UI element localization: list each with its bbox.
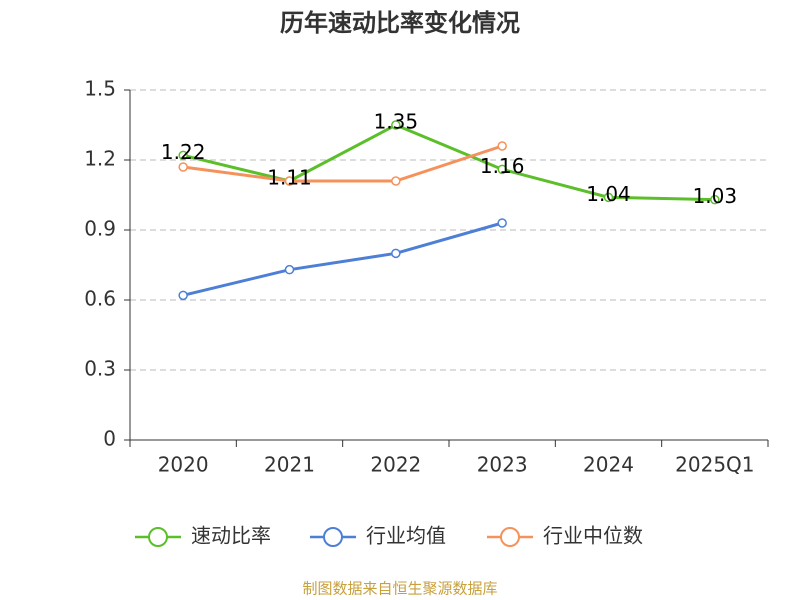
- point: [178, 150, 188, 161]
- point: [497, 141, 507, 151]
- y-tick-label: 0.3: [84, 357, 116, 381]
- x-tick-label: 2020: [158, 453, 209, 477]
- point: [710, 194, 720, 205]
- point: [178, 162, 188, 172]
- y-tick-label: 0: [103, 427, 116, 451]
- data-label: 1.04: [586, 182, 631, 206]
- point: [391, 120, 401, 130]
- legend-label: 行业均值: [366, 524, 446, 548]
- source: 制图数据来自恒生聚源数据库: [302, 580, 497, 598]
- data-label: 1.16: [480, 154, 525, 178]
- x-tick-label: 2024: [583, 453, 634, 477]
- data-label: 1.03: [693, 184, 738, 208]
- y-tick-label: 1.5: [84, 77, 116, 101]
- legend-label: 行业中位数: [543, 524, 643, 548]
- point: [178, 290, 188, 301]
- legend-marker: [500, 527, 520, 547]
- x-tick-label: 2023: [477, 453, 528, 477]
- legend-marker: [323, 527, 343, 547]
- point: [284, 264, 295, 275]
- data-label: 1.22: [161, 140, 206, 164]
- y-tick-label: 0.9: [84, 217, 116, 241]
- x-tick-label: 2022: [370, 453, 421, 477]
- chart-title: 历年速动比率变化情况: [280, 9, 520, 37]
- point: [284, 176, 295, 186]
- y-tick-label: 1.2: [84, 147, 116, 171]
- point: [603, 192, 614, 203]
- point: [497, 218, 507, 228]
- series-line: [182, 123, 715, 202]
- x-tick-label: 2025Q1: [675, 453, 754, 477]
- y-tick-label: 0.6: [84, 287, 116, 311]
- series-line: [182, 221, 503, 297]
- point: [391, 176, 401, 186]
- point: [391, 248, 401, 259]
- x-tick-label: 2021: [264, 453, 315, 477]
- legend-label: 速动比率: [191, 524, 271, 548]
- legend-marker: [148, 527, 168, 547]
- data-label: 1.11: [267, 166, 312, 190]
- point: [497, 164, 507, 175]
- data-label: 1.35: [374, 110, 419, 134]
- series-line: [182, 144, 503, 183]
